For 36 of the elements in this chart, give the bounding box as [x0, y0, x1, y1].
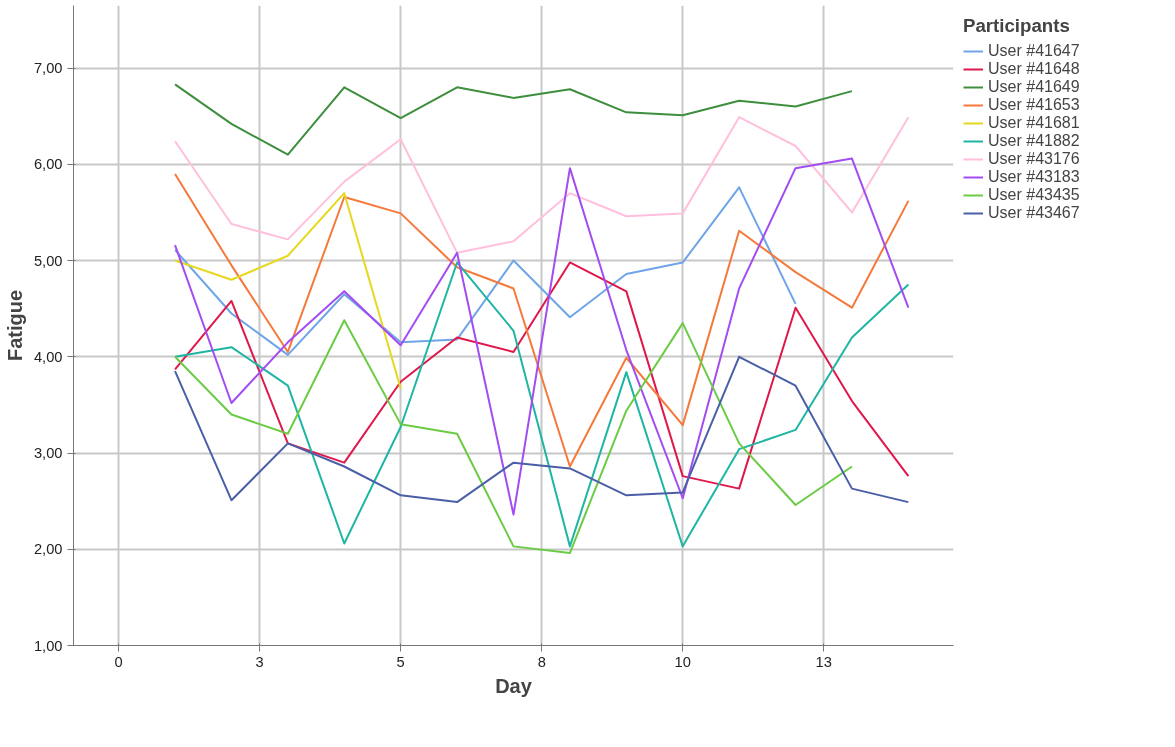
line-series [174, 116, 910, 254]
line-series [174, 355, 910, 504]
line-series [174, 192, 402, 390]
y-tick-label: 5,00 [33, 252, 63, 269]
x-tick-label: 8 [537, 653, 546, 670]
legend-label: User #41648 [988, 60, 1080, 78]
x-tick-label: 5 [396, 653, 405, 670]
x-tick-label: 10 [674, 653, 691, 670]
x-tick-label: 13 [815, 653, 832, 670]
y-axis-title: Fatigue [3, 289, 26, 362]
legend-label: User #43176 [988, 150, 1080, 168]
y-tick-label: 4,00 [33, 348, 63, 365]
line-series [174, 83, 853, 156]
y-tick-label: 2,00 [33, 541, 63, 558]
legend-label: User #41681 [988, 114, 1080, 132]
line-series [174, 186, 797, 356]
legend-label: User #41653 [988, 96, 1080, 114]
line-series [174, 261, 910, 548]
legend-label: User #41649 [988, 78, 1080, 96]
x-tick-label: 0 [114, 653, 123, 670]
legend-label: User #41882 [988, 132, 1080, 150]
y-tick-label: 6,00 [33, 156, 63, 173]
y-tick-label: 7,00 [33, 60, 63, 77]
x-axis-title: Day [495, 674, 533, 697]
x-tick-label: 3 [255, 653, 264, 670]
line-series [174, 157, 910, 516]
legend-label: User #43183 [988, 168, 1080, 186]
y-tick-label: 3,00 [33, 445, 63, 462]
y-tick-label: 1,00 [33, 637, 63, 654]
line-series [174, 261, 910, 490]
legend-label: User #43467 [988, 204, 1080, 222]
line-series [174, 172, 910, 468]
legend-label: User #43435 [988, 186, 1080, 204]
legend-title: Participants [963, 15, 1071, 37]
line-series [174, 319, 853, 555]
legend-label: User #41647 [988, 42, 1080, 60]
